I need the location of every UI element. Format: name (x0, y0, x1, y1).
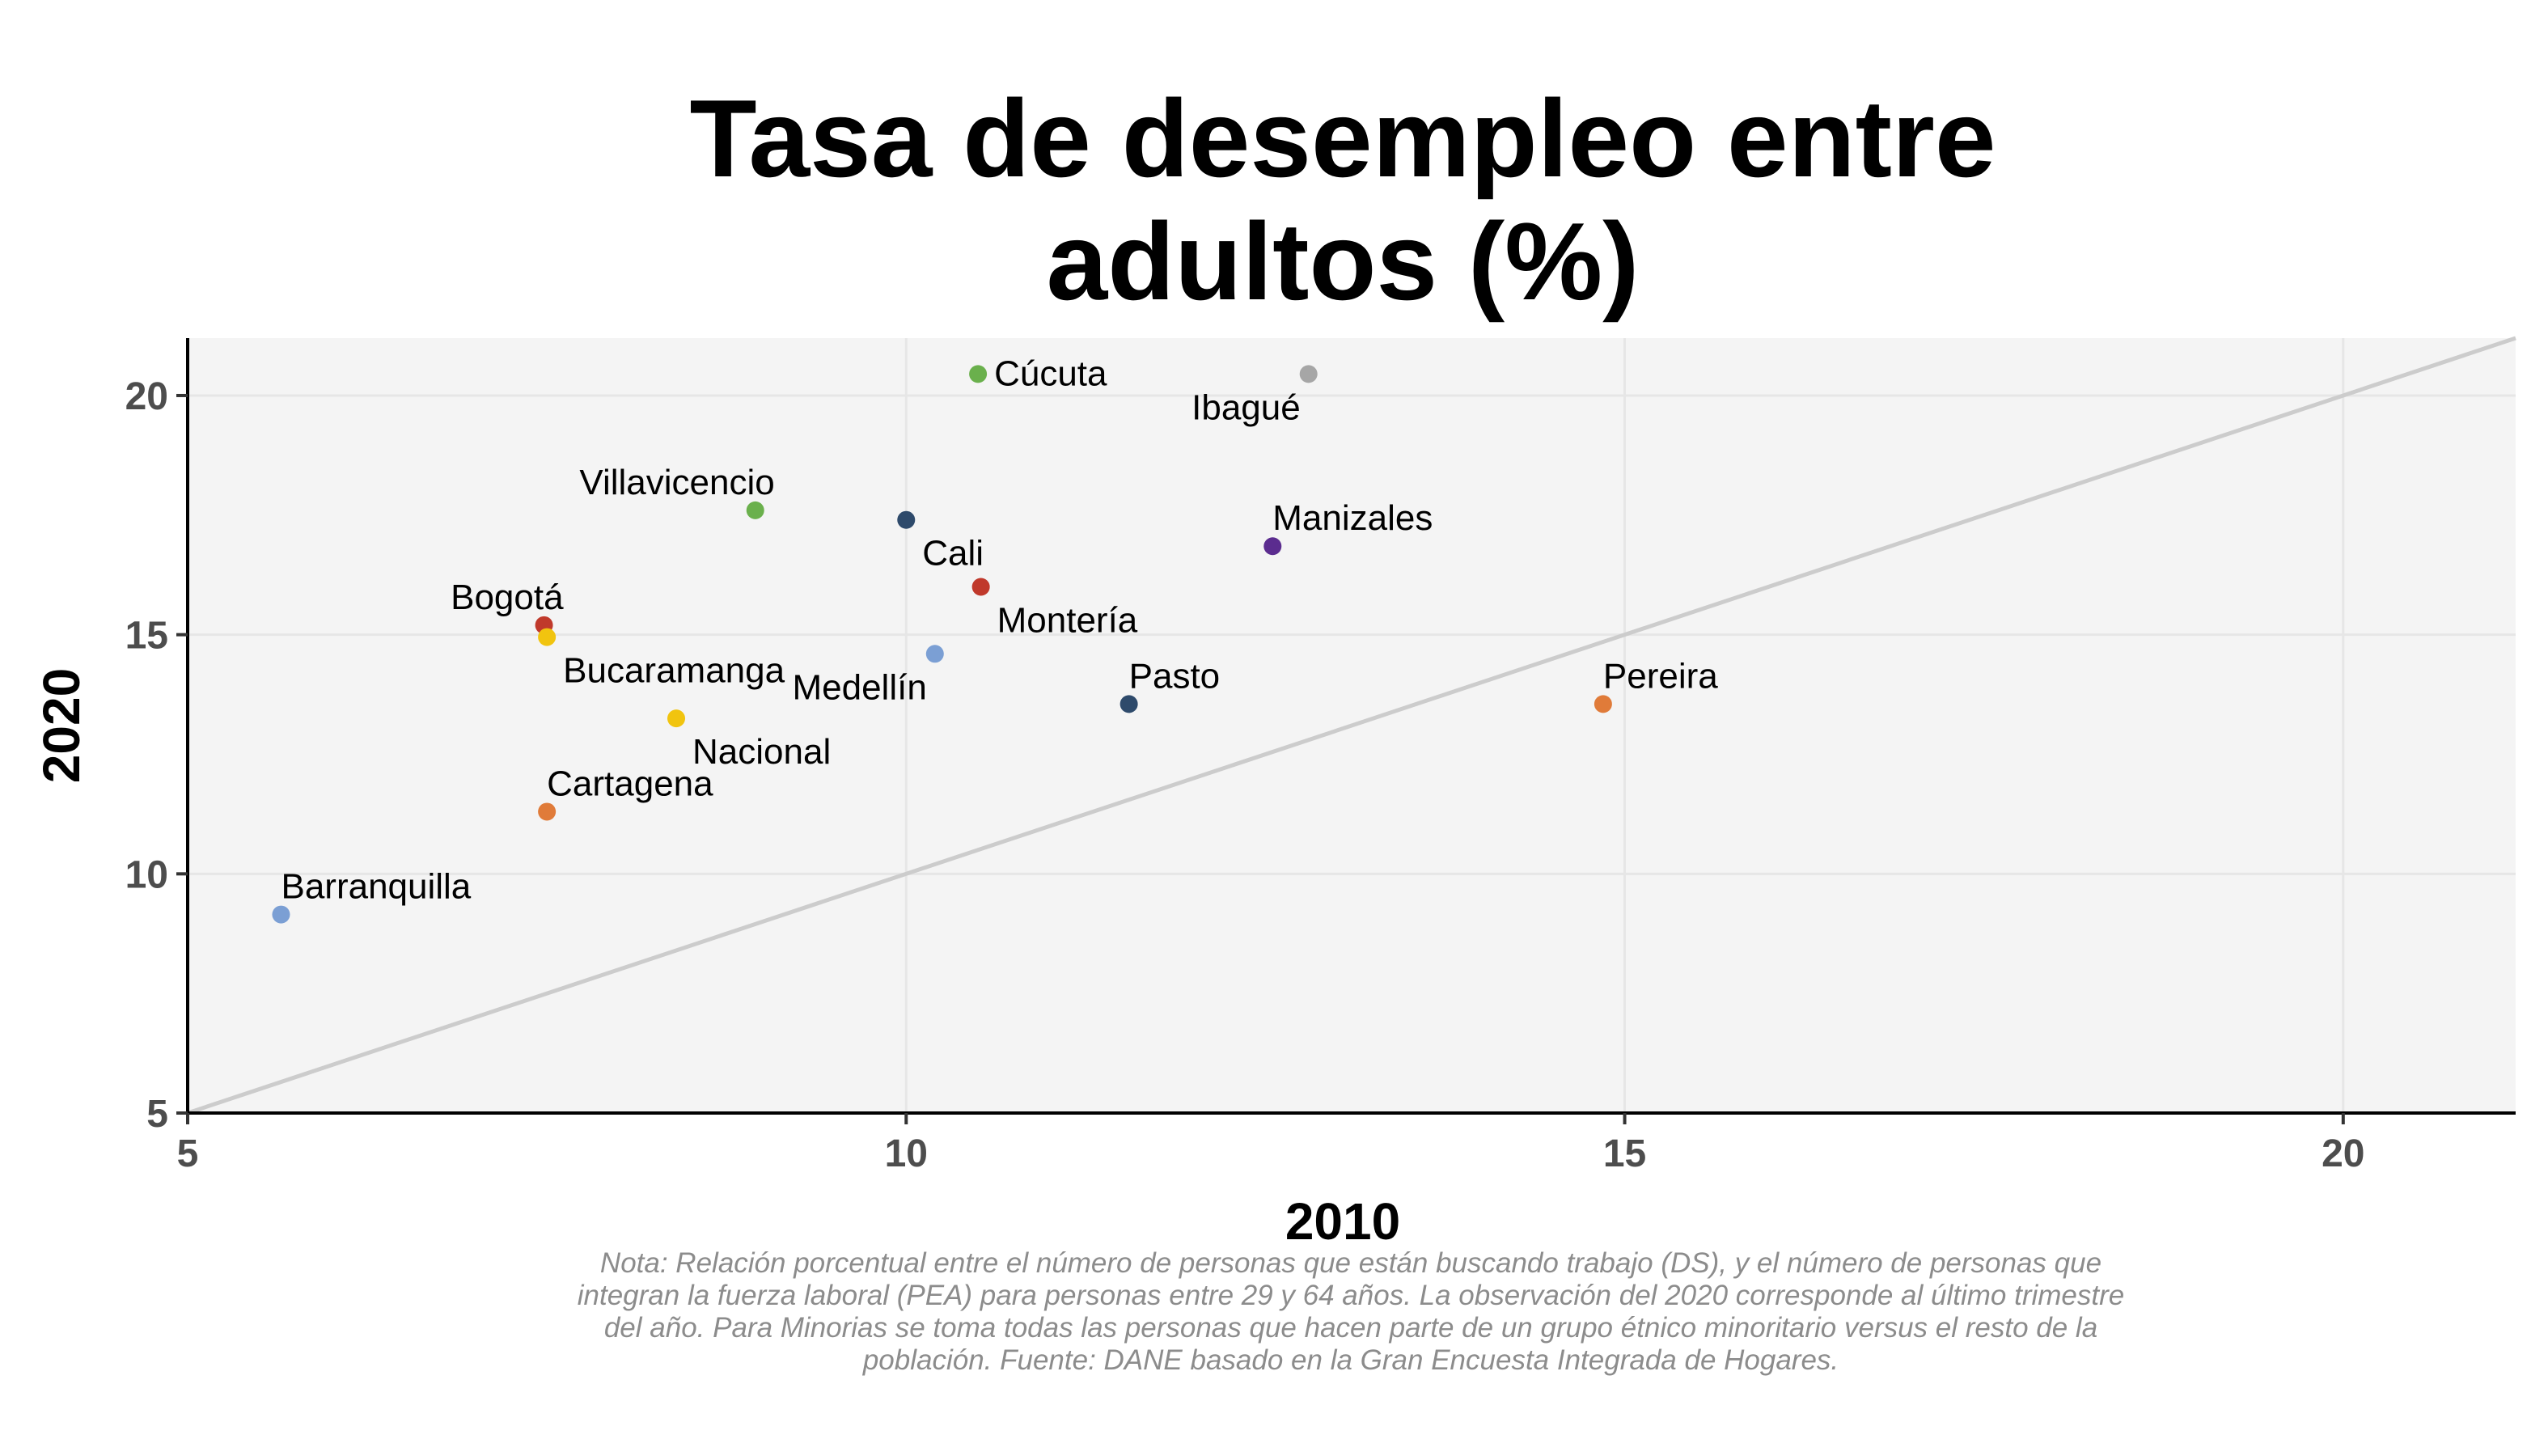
point-label-10: Pereira (1603, 656, 1718, 696)
point-4 (1263, 537, 1282, 556)
point-label-4: Manizales (1272, 498, 1433, 538)
point-label-0: Cúcuta (994, 353, 1107, 393)
chart-title-line-2: adultos (%) (1047, 200, 1640, 323)
point-label-7: Bucaramanga (563, 651, 785, 691)
reference-line (187, 336, 2516, 1115)
point-2 (746, 501, 764, 519)
point-labels: Cúcuta Ibagué Villavicencio Cali Manizales Mo… (281, 353, 1718, 906)
point-label-9: Pasto (1129, 656, 1221, 696)
chart-title-line-1: Tasa de desempleo entre (690, 77, 1996, 200)
point-label-2: Villavicencio (579, 463, 774, 502)
y-tick-label-2: 15 (125, 615, 168, 658)
y-tick-label-1: 10 (125, 853, 168, 896)
point-0 (969, 365, 988, 383)
y-tick-label-3: 20 (125, 375, 168, 418)
x-tick-label-0: 5 (177, 1132, 199, 1175)
point-label-11: Nacional (692, 732, 831, 772)
chart-note: Nota: Relación porcentual entre el númer… (577, 1247, 2125, 1376)
y-tick-label-0: 5 (146, 1093, 168, 1136)
point-1 (1299, 365, 1318, 383)
x-tick-label-3: 20 (2322, 1132, 2364, 1175)
data-points (272, 365, 1612, 924)
point-8 (925, 645, 944, 663)
point-3 (897, 510, 916, 529)
y-axis-title: 2020 (32, 668, 91, 783)
x-axis-title: 2010 (1285, 1192, 1400, 1251)
point-11 (667, 709, 686, 728)
point-7 (538, 628, 557, 646)
point-10 (1594, 695, 1612, 713)
point-label-6: Bogotá (451, 578, 564, 617)
point-5 (971, 578, 990, 596)
point-12 (538, 802, 557, 821)
x-tick-label-2: 15 (1603, 1132, 1646, 1175)
point-label-3: Cali (922, 534, 984, 574)
point-label-8: Medellín (792, 667, 926, 707)
x-tick-label-1: 10 (885, 1132, 928, 1175)
point-13 (272, 905, 290, 924)
point-9 (1120, 695, 1138, 713)
axis-ticks: 5 10 15 20 5 10 15 20 (125, 375, 2365, 1175)
point-label-5: Montería (997, 601, 1138, 641)
point-label-1: Ibagué (1191, 387, 1301, 427)
grid-lines (186, 338, 2516, 1115)
point-label-13: Barranquilla (281, 867, 471, 907)
point-label-12: Cartagena (547, 764, 713, 803)
